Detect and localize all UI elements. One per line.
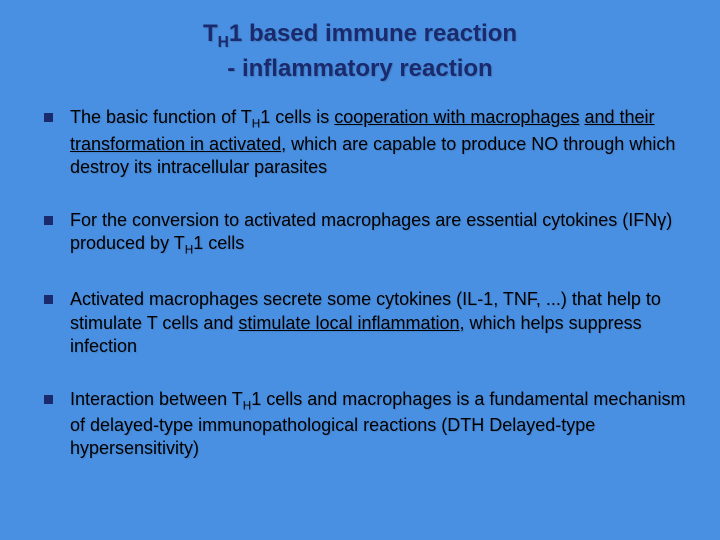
bullet-text: For the conversion to activated macropha… (70, 210, 672, 253)
bullet-underline: cooperation with macrophages (334, 107, 579, 127)
slide-title-line1: TH1 based immune reaction (30, 18, 690, 53)
title-text-post: 1 based immune reaction (229, 20, 517, 47)
list-item: The basic function of TH1 cells is coope… (38, 106, 690, 179)
slide-title-line2: - inflammatory reaction (30, 53, 690, 84)
list-item: For the conversion to activated macropha… (38, 209, 690, 259)
bullet-underline: stimulate local inflammation (238, 313, 459, 333)
bullet-text: Interaction between T (70, 389, 243, 409)
list-item: Interaction between TH1 cells and macrop… (38, 388, 690, 461)
title-subscript: H (218, 34, 229, 51)
slide-title-block: TH1 based immune reaction - inflammatory… (30, 18, 690, 84)
bullet-subscript: H (252, 118, 260, 131)
list-item: Activated macrophages secrete some cytok… (38, 288, 690, 357)
bullet-text: 1 cells (193, 233, 244, 253)
bullet-subscript: H (185, 244, 193, 257)
bullet-text: 1 cells is (260, 107, 334, 127)
bullet-text: The basic function of T (70, 107, 252, 127)
title-text-pre: T (203, 20, 218, 47)
bullet-list: The basic function of TH1 cells is coope… (30, 106, 690, 460)
bullet-subscript: H (243, 399, 251, 412)
